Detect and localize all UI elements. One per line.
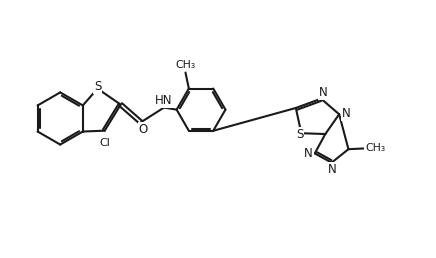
Text: HN: HN <box>155 94 173 107</box>
Text: O: O <box>139 123 148 136</box>
Text: N: N <box>304 147 313 160</box>
Text: Cl: Cl <box>99 138 110 148</box>
Text: S: S <box>296 128 303 141</box>
Text: CH₃: CH₃ <box>365 143 385 153</box>
Text: S: S <box>94 80 101 93</box>
Text: CH₃: CH₃ <box>175 60 195 70</box>
Text: N: N <box>319 86 327 99</box>
Text: N: N <box>328 163 337 176</box>
Text: N: N <box>341 107 350 120</box>
